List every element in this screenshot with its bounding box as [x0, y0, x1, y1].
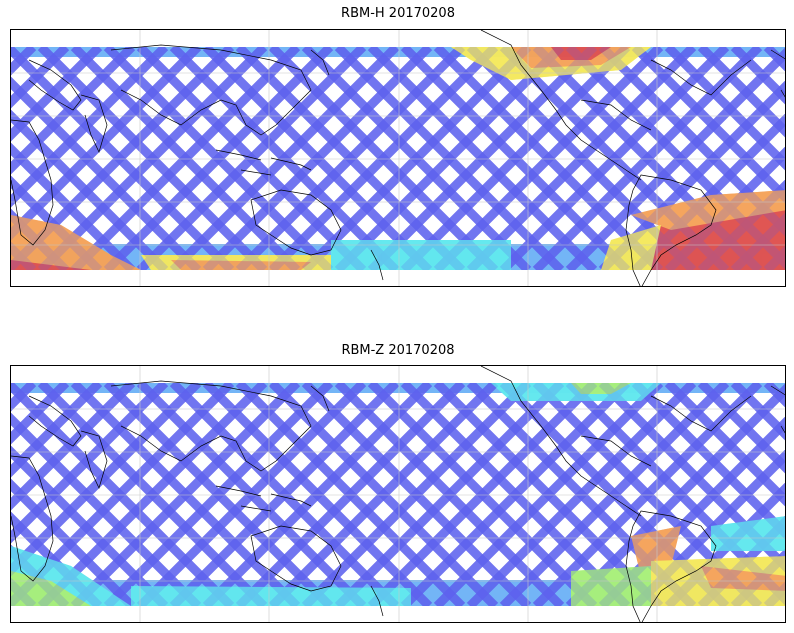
high-value-overlay [11, 47, 785, 270]
satellite-tracks [11, 47, 785, 270]
graticule [11, 30, 785, 286]
map-canvas-rbm-h [11, 30, 785, 286]
graticule [11, 366, 785, 622]
map-canvas-rbm-z [11, 366, 785, 622]
panel-title-rbm-h: RBM-H 20170208 [341, 6, 455, 21]
coastlines [11, 366, 785, 622]
high-value-overlay [11, 383, 785, 606]
map-rbm-z [10, 365, 786, 623]
coastlines [11, 30, 785, 286]
map-rbm-h [10, 29, 786, 287]
panel-title-rbm-z: RBM-Z 20170208 [341, 343, 455, 358]
